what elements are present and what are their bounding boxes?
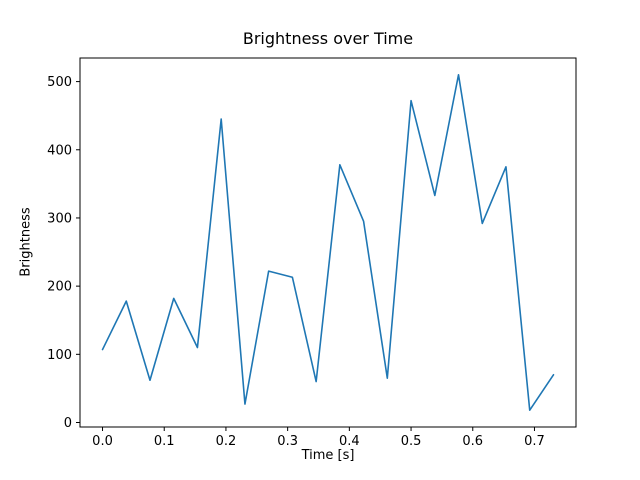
x-axis-label: Time [s] bbox=[301, 448, 355, 463]
x-tick-label: 0.3 bbox=[277, 434, 298, 449]
y-tick-label: 0 bbox=[64, 416, 72, 431]
y-tick-label: 400 bbox=[47, 143, 72, 158]
x-tick-label: 0.4 bbox=[339, 434, 360, 449]
y-tick-label: 200 bbox=[47, 280, 72, 295]
chart-title: Brightness over Time bbox=[242, 29, 414, 48]
x-tick-label: 0.7 bbox=[524, 434, 545, 449]
x-tick-label: 0.6 bbox=[462, 434, 483, 449]
y-tick-label: 100 bbox=[47, 348, 72, 363]
x-tick-label: 0.5 bbox=[401, 434, 422, 449]
x-tick-label: 0.1 bbox=[154, 434, 175, 449]
brightness-line bbox=[101, 73, 555, 412]
y-tick-label: 500 bbox=[47, 75, 72, 90]
y-axis-label: Brightness bbox=[18, 207, 34, 277]
x-tick-label: 0.0 bbox=[92, 434, 113, 449]
y-tick-label: 300 bbox=[47, 211, 72, 226]
x-tick-label: 0.2 bbox=[216, 434, 237, 449]
plot-spines bbox=[79, 57, 577, 428]
